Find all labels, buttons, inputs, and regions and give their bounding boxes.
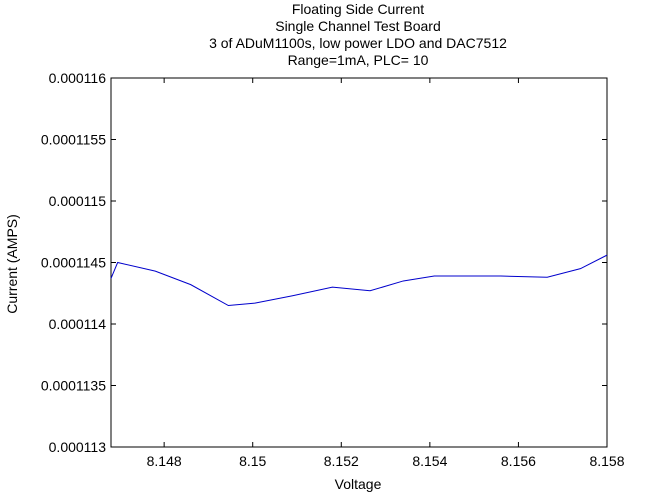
y-tick-label-5: 0.0001155 [41,132,106,148]
x-tick-label-4: 8.156 [501,453,536,469]
y-axis-label: Current (AMPS) [4,214,20,314]
chart-title-line-2: Single Channel Test Board [275,18,441,34]
y-tick-label-1: 0.0001135 [41,378,106,394]
chart-title-line-1: Floating Side Current [292,1,424,17]
y-tick-label-0: 0.000113 [49,439,107,455]
chart-title-line-4: Range=1mA, PLC= 10 [288,52,429,68]
series-layer [110,254,608,307]
x-axis-label: Voltage [335,476,382,492]
y-axis-ticks: 0.000113 0.0001135 0.000114 0.0001145 0.0001… [41,70,607,455]
chart-title-line-3: 3 of ADuM1100s, low power LDO and DAC751… [209,35,507,51]
y-tick-label-3: 0.0001145 [41,255,106,271]
x-tick-label-2: 8.152 [324,453,359,469]
x-tick-label-3: 8.154 [412,453,447,469]
x-tick-label-0: 8.148 [147,453,182,469]
y-tick-label-2: 0.000114 [49,316,107,332]
x-tick-label-1: 8.15 [239,453,266,469]
series-line-0 [110,254,608,307]
x-axis-ticks: 8.148 8.15 8.152 8.154 8.156 8.158 [147,78,625,469]
y-tick-label-6: 0.000116 [49,70,107,86]
plot-area [110,77,608,448]
x-tick-label-5: 8.158 [589,453,624,469]
y-tick-label-4: 0.000115 [49,193,107,209]
